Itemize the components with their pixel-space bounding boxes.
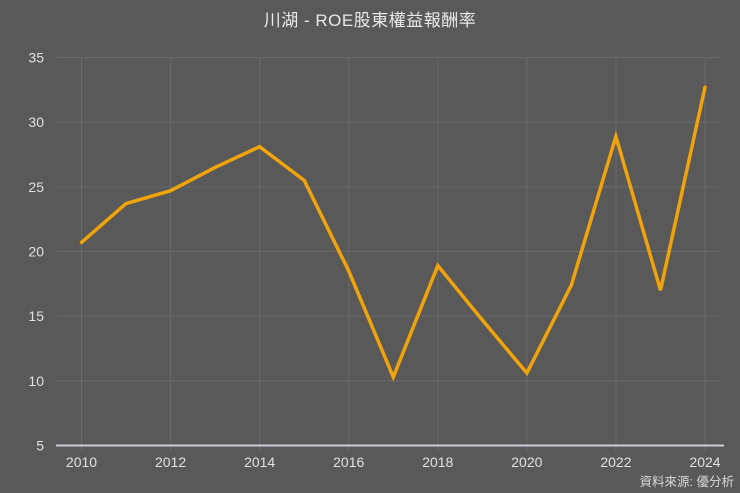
chart-title: 川湖 - ROE股東權益報酬率	[263, 11, 477, 30]
y-tick-label: 25	[28, 179, 44, 195]
y-tick-label: 20	[28, 244, 44, 260]
x-tick-label: 2016	[333, 454, 364, 470]
y-tick-label: 30	[28, 114, 44, 130]
x-tick-label: 2024	[689, 454, 720, 470]
roe-data-line	[79, 85, 707, 382]
x-tick-label: 2014	[244, 454, 275, 470]
x-tick-label: 2012	[155, 454, 186, 470]
x-tick-label: 2022	[600, 454, 631, 470]
y-tick-label: 10	[28, 373, 44, 389]
x-tick-label: 2010	[66, 454, 97, 470]
y-tick-label: 5	[36, 438, 44, 454]
y-tick-label: 35	[28, 50, 44, 66]
data-source-note: 資料來源: 優分析	[639, 475, 734, 489]
y-tick-label: 15	[28, 308, 44, 324]
x-tick-label: 2018	[422, 454, 453, 470]
x-tick-label: 2020	[511, 454, 542, 470]
